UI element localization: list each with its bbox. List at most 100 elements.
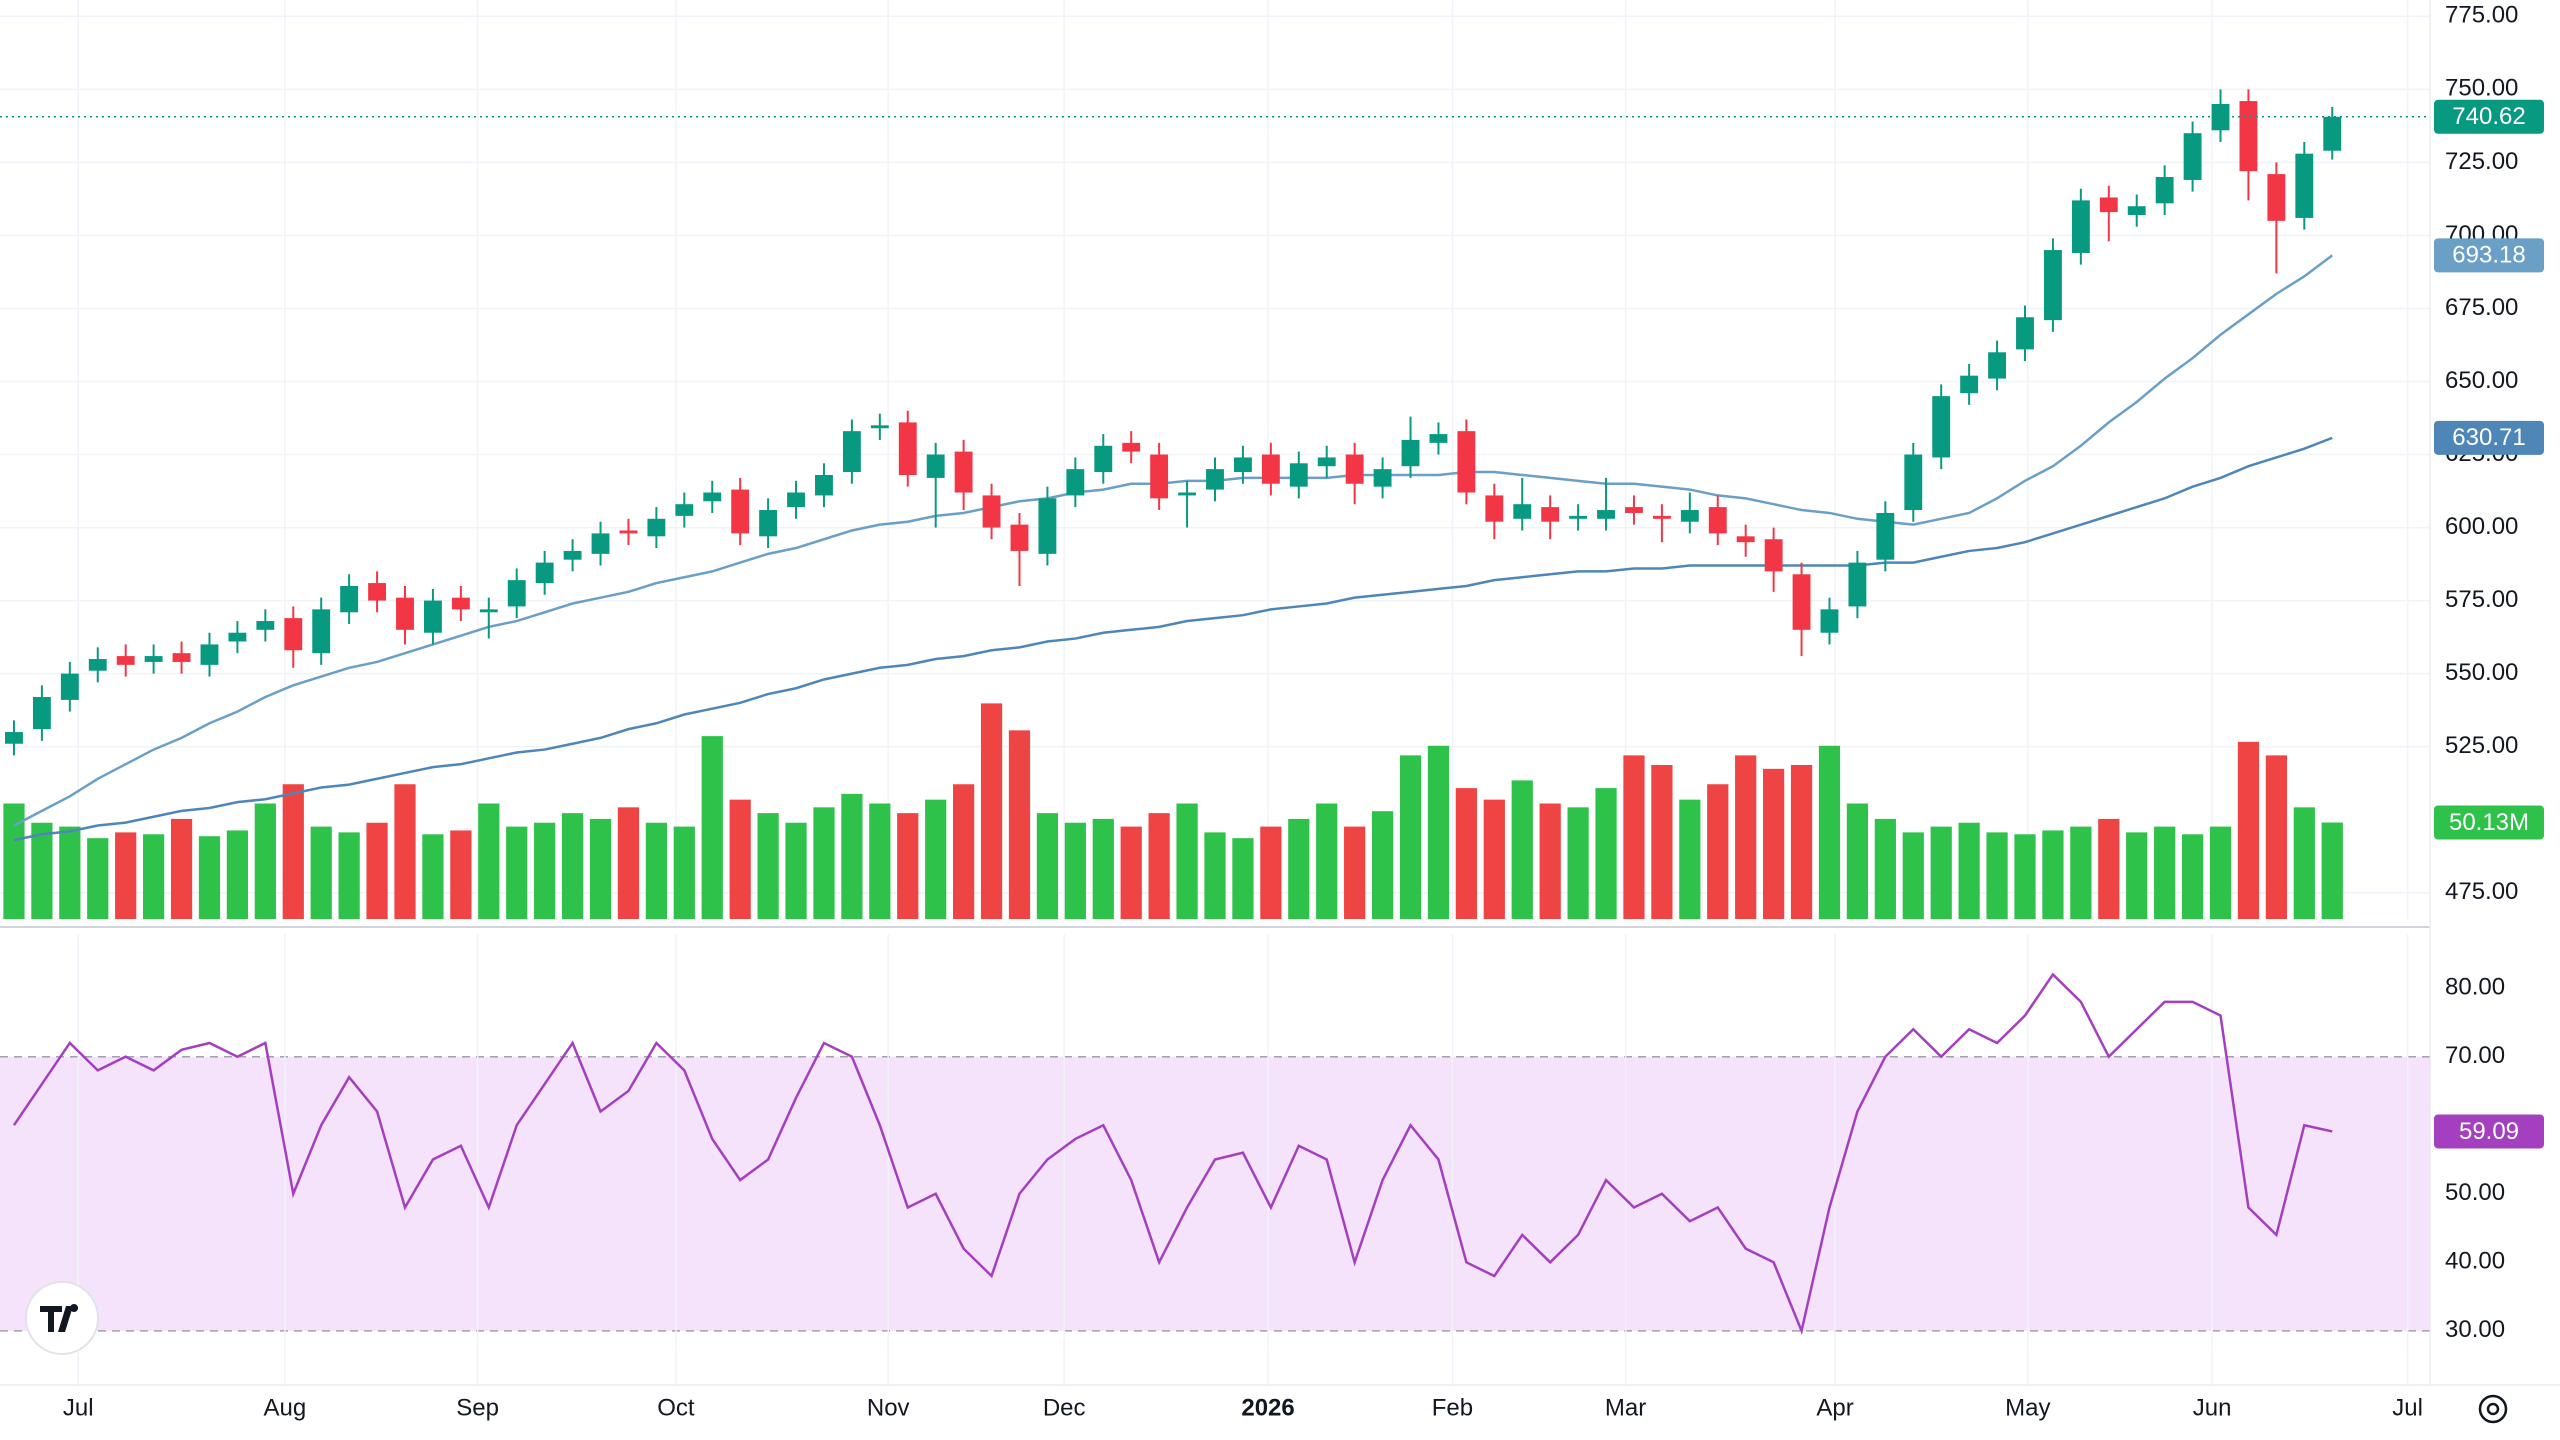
volume-bar <box>170 818 193 919</box>
y-tick-label: 650.00 <box>2445 367 2518 394</box>
volume-bar <box>422 834 444 919</box>
settings-core[interactable] <box>2486 1402 2500 1416</box>
volume-bar <box>534 822 556 919</box>
y-tick-label: 675.00 <box>2445 294 2518 321</box>
volume-bar <box>897 813 919 919</box>
settings-icon[interactable] <box>2478 1394 2508 1424</box>
candle-body <box>1652 515 1671 519</box>
candle-body <box>228 632 247 642</box>
candle-body <box>1178 492 1197 496</box>
candle-body <box>1457 431 1476 493</box>
candle-body <box>368 583 387 601</box>
volume-bar <box>1679 799 1701 919</box>
candle-body <box>1876 512 1895 560</box>
rsi-band <box>0 1056 2430 1331</box>
volume-bar <box>1790 765 1813 919</box>
candle-body <box>2295 153 2314 218</box>
candle-body <box>1792 574 1811 630</box>
volume-bar <box>1008 730 1031 919</box>
volume-bar <box>1930 826 1952 919</box>
candle-body <box>5 732 23 744</box>
volume-bar <box>1651 765 1673 919</box>
candle-body <box>340 585 359 613</box>
candle-body <box>787 492 805 508</box>
volume-bar <box>1511 780 1533 919</box>
candle-body <box>2267 174 2286 221</box>
candle-body <box>423 600 442 633</box>
volume-bar <box>673 826 695 919</box>
rsi-tick-label: 70.00 <box>2445 1042 2505 1069</box>
candle-body <box>591 533 610 554</box>
volume-bar <box>143 834 165 919</box>
volume-bar <box>2181 834 2204 919</box>
rsi-tick-label: 30.00 <box>2445 1316 2505 1343</box>
volume-bar <box>87 838 109 919</box>
volume-bar <box>2070 826 2092 919</box>
volume-bar <box>1232 838 1254 919</box>
candle-body <box>256 621 275 630</box>
volume-bar <box>31 822 53 919</box>
volume-bar <box>589 818 612 919</box>
rsi-tick-label: 40.00 <box>2445 1248 2505 1275</box>
candle-body <box>1233 457 1252 473</box>
candle-body <box>1960 375 1979 394</box>
volume-value-box <box>2434 805 2544 840</box>
volume-bar <box>1902 832 1924 919</box>
candle-body <box>1289 463 1308 487</box>
candle-body <box>32 696 51 730</box>
settings-ring[interactable] <box>2478 1394 2508 1424</box>
volume-bar <box>2209 826 2232 919</box>
candle-body <box>731 489 750 534</box>
volume-bar <box>1874 818 1896 919</box>
y-tick-label: 600.00 <box>2445 513 2518 540</box>
volume-bar <box>115 832 137 919</box>
candle-body <box>926 454 945 478</box>
logo-mark[interactable] <box>40 1304 79 1332</box>
candle-body <box>1485 495 1504 522</box>
volume-value-text: 50.13M <box>2449 809 2529 836</box>
volume-bar <box>2237 741 2260 919</box>
volume-bar <box>1064 822 1086 919</box>
x-tick-label: Oct <box>657 1394 695 1421</box>
volume-bar <box>2098 818 2120 919</box>
volume-bar <box>1483 799 1505 919</box>
candle-body <box>2155 177 2174 204</box>
candle-body <box>2016 317 2034 350</box>
candle-body <box>759 510 778 537</box>
volume-bar <box>1707 784 1729 919</box>
candle-body <box>144 656 163 662</box>
candle-body <box>870 425 889 429</box>
volume-bar <box>1818 745 1841 919</box>
volume-bar <box>1288 818 1310 919</box>
candle-body <box>619 530 638 534</box>
logo-circle[interactable] <box>25 1281 99 1355</box>
volume-bar <box>1399 755 1422 919</box>
x-tick-label: 2026 <box>1241 1394 1294 1421</box>
ma-value-text: 693.18 <box>2452 242 2525 269</box>
logo[interactable] <box>25 1281 99 1355</box>
candle-body <box>1317 457 1336 467</box>
volume-bar <box>925 799 947 919</box>
volume-bar <box>254 803 276 919</box>
moving-average <box>13 254 2333 827</box>
candle-body <box>2071 200 2090 253</box>
volume-bar <box>1204 832 1226 919</box>
moving-average <box>13 436 2333 842</box>
candle-body <box>1429 434 1448 443</box>
candle-body <box>1736 536 1755 543</box>
candle-body <box>60 673 79 700</box>
y-tick-label: 475.00 <box>2445 878 2518 905</box>
volume-bar <box>813 807 835 919</box>
volume-bar <box>785 822 807 919</box>
volume-bar <box>1986 832 2008 919</box>
x-tick-label: Sep <box>456 1394 499 1421</box>
volume-bar <box>1176 803 1198 919</box>
candle-body <box>898 422 917 475</box>
x-tick-label: Jun <box>2193 1394 2232 1421</box>
volume-bar <box>953 784 975 919</box>
candle-body <box>563 550 582 560</box>
x-tick-label: Jul <box>63 1394 94 1421</box>
volume-bar <box>2042 830 2064 919</box>
